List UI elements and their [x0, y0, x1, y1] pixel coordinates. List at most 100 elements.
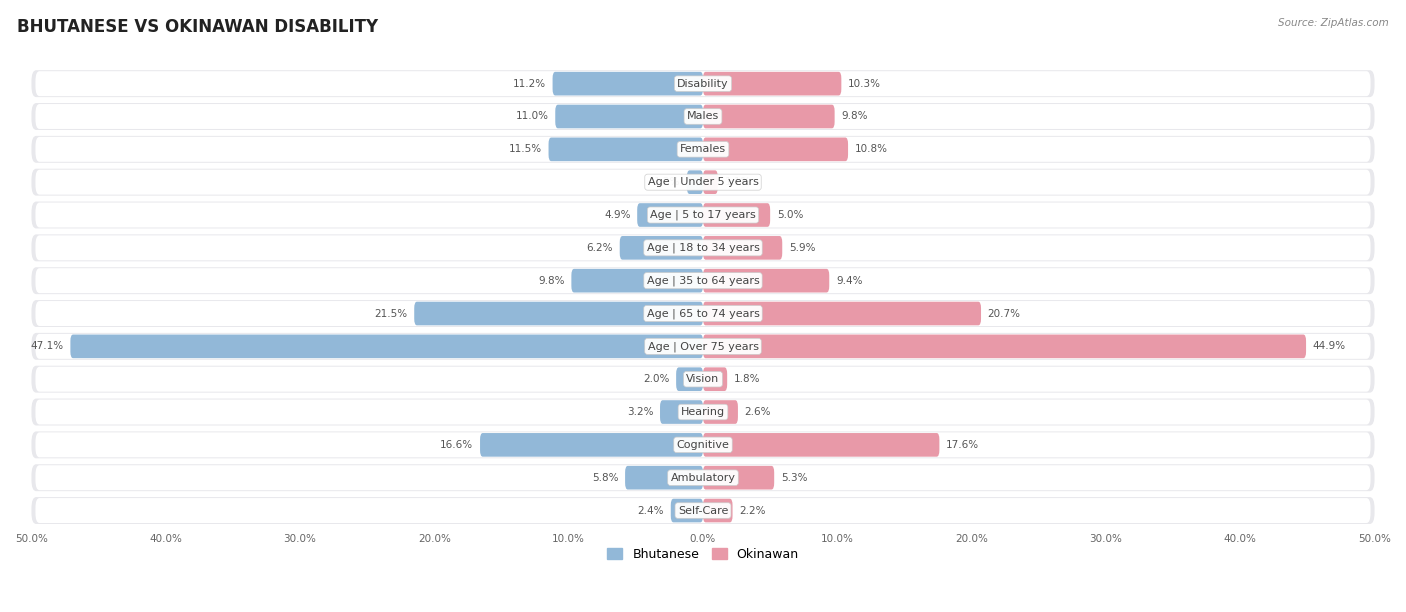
FancyBboxPatch shape	[31, 169, 1375, 196]
Text: 1.2%: 1.2%	[654, 177, 681, 187]
Text: 21.5%: 21.5%	[374, 308, 408, 318]
Text: 44.9%: 44.9%	[1313, 341, 1346, 351]
FancyBboxPatch shape	[626, 466, 703, 490]
FancyBboxPatch shape	[703, 72, 841, 95]
Text: 3.2%: 3.2%	[627, 407, 654, 417]
FancyBboxPatch shape	[31, 300, 1375, 327]
Text: Cognitive: Cognitive	[676, 440, 730, 450]
FancyBboxPatch shape	[703, 302, 981, 326]
FancyBboxPatch shape	[659, 400, 703, 424]
Text: 10.8%: 10.8%	[855, 144, 887, 154]
Text: Vision: Vision	[686, 374, 720, 384]
FancyBboxPatch shape	[35, 137, 1371, 162]
Text: Disability: Disability	[678, 79, 728, 89]
Text: Self-Care: Self-Care	[678, 506, 728, 515]
FancyBboxPatch shape	[703, 433, 939, 457]
FancyBboxPatch shape	[31, 431, 1375, 458]
FancyBboxPatch shape	[31, 136, 1375, 163]
FancyBboxPatch shape	[35, 400, 1371, 425]
Text: Age | Over 75 years: Age | Over 75 years	[648, 341, 758, 352]
Text: 2.2%: 2.2%	[740, 506, 766, 515]
FancyBboxPatch shape	[70, 335, 703, 358]
Text: 4.9%: 4.9%	[605, 210, 630, 220]
FancyBboxPatch shape	[35, 203, 1371, 228]
FancyBboxPatch shape	[31, 201, 1375, 228]
Text: 5.3%: 5.3%	[780, 472, 807, 483]
FancyBboxPatch shape	[571, 269, 703, 293]
Text: Females: Females	[681, 144, 725, 154]
Text: 11.2%: 11.2%	[513, 79, 546, 89]
FancyBboxPatch shape	[671, 499, 703, 523]
FancyBboxPatch shape	[31, 70, 1375, 97]
FancyBboxPatch shape	[31, 234, 1375, 261]
Text: 11.0%: 11.0%	[516, 111, 548, 122]
FancyBboxPatch shape	[703, 105, 835, 129]
Text: Age | Under 5 years: Age | Under 5 years	[648, 177, 758, 187]
Text: 2.0%: 2.0%	[643, 374, 669, 384]
FancyBboxPatch shape	[31, 333, 1375, 360]
FancyBboxPatch shape	[35, 170, 1371, 195]
Text: Age | 65 to 74 years: Age | 65 to 74 years	[647, 308, 759, 319]
FancyBboxPatch shape	[31, 366, 1375, 393]
FancyBboxPatch shape	[637, 203, 703, 227]
Text: 1.1%: 1.1%	[724, 177, 751, 187]
FancyBboxPatch shape	[35, 71, 1371, 96]
Text: Age | 35 to 64 years: Age | 35 to 64 years	[647, 275, 759, 286]
Text: 9.8%: 9.8%	[841, 111, 868, 122]
Text: BHUTANESE VS OKINAWAN DISABILITY: BHUTANESE VS OKINAWAN DISABILITY	[17, 18, 378, 36]
Text: Age | 5 to 17 years: Age | 5 to 17 years	[650, 210, 756, 220]
Text: 2.6%: 2.6%	[745, 407, 770, 417]
FancyBboxPatch shape	[35, 498, 1371, 523]
FancyBboxPatch shape	[31, 103, 1375, 130]
Legend: Bhutanese, Okinawan: Bhutanese, Okinawan	[602, 543, 804, 566]
Text: 9.4%: 9.4%	[837, 275, 862, 286]
FancyBboxPatch shape	[703, 170, 718, 194]
FancyBboxPatch shape	[703, 335, 1306, 358]
Text: 16.6%: 16.6%	[440, 440, 474, 450]
Text: 1.8%: 1.8%	[734, 374, 761, 384]
FancyBboxPatch shape	[35, 301, 1371, 326]
Text: 5.8%: 5.8%	[592, 472, 619, 483]
FancyBboxPatch shape	[703, 466, 775, 490]
FancyBboxPatch shape	[35, 236, 1371, 260]
FancyBboxPatch shape	[479, 433, 703, 457]
Text: Ambulatory: Ambulatory	[671, 472, 735, 483]
FancyBboxPatch shape	[703, 269, 830, 293]
Text: 6.2%: 6.2%	[586, 243, 613, 253]
FancyBboxPatch shape	[703, 400, 738, 424]
FancyBboxPatch shape	[31, 267, 1375, 294]
FancyBboxPatch shape	[31, 398, 1375, 425]
FancyBboxPatch shape	[35, 465, 1371, 490]
Text: Males: Males	[688, 111, 718, 122]
FancyBboxPatch shape	[548, 138, 703, 161]
FancyBboxPatch shape	[555, 105, 703, 129]
Text: 10.3%: 10.3%	[848, 79, 882, 89]
FancyBboxPatch shape	[703, 203, 770, 227]
FancyBboxPatch shape	[620, 236, 703, 259]
FancyBboxPatch shape	[415, 302, 703, 326]
Text: Source: ZipAtlas.com: Source: ZipAtlas.com	[1278, 18, 1389, 28]
Text: 47.1%: 47.1%	[31, 341, 63, 351]
FancyBboxPatch shape	[703, 138, 848, 161]
FancyBboxPatch shape	[35, 334, 1371, 359]
FancyBboxPatch shape	[31, 497, 1375, 524]
Text: 5.0%: 5.0%	[778, 210, 803, 220]
Text: 5.9%: 5.9%	[789, 243, 815, 253]
FancyBboxPatch shape	[676, 367, 703, 391]
Text: Age | 18 to 34 years: Age | 18 to 34 years	[647, 242, 759, 253]
FancyBboxPatch shape	[35, 367, 1371, 392]
FancyBboxPatch shape	[35, 433, 1371, 457]
FancyBboxPatch shape	[703, 367, 727, 391]
FancyBboxPatch shape	[35, 268, 1371, 293]
Text: 17.6%: 17.6%	[946, 440, 979, 450]
FancyBboxPatch shape	[35, 104, 1371, 129]
FancyBboxPatch shape	[31, 465, 1375, 491]
Text: 11.5%: 11.5%	[509, 144, 541, 154]
Text: 2.4%: 2.4%	[637, 506, 664, 515]
Text: 20.7%: 20.7%	[988, 308, 1021, 318]
Text: Hearing: Hearing	[681, 407, 725, 417]
Text: 9.8%: 9.8%	[538, 275, 565, 286]
FancyBboxPatch shape	[703, 499, 733, 523]
FancyBboxPatch shape	[703, 236, 782, 259]
FancyBboxPatch shape	[553, 72, 703, 95]
